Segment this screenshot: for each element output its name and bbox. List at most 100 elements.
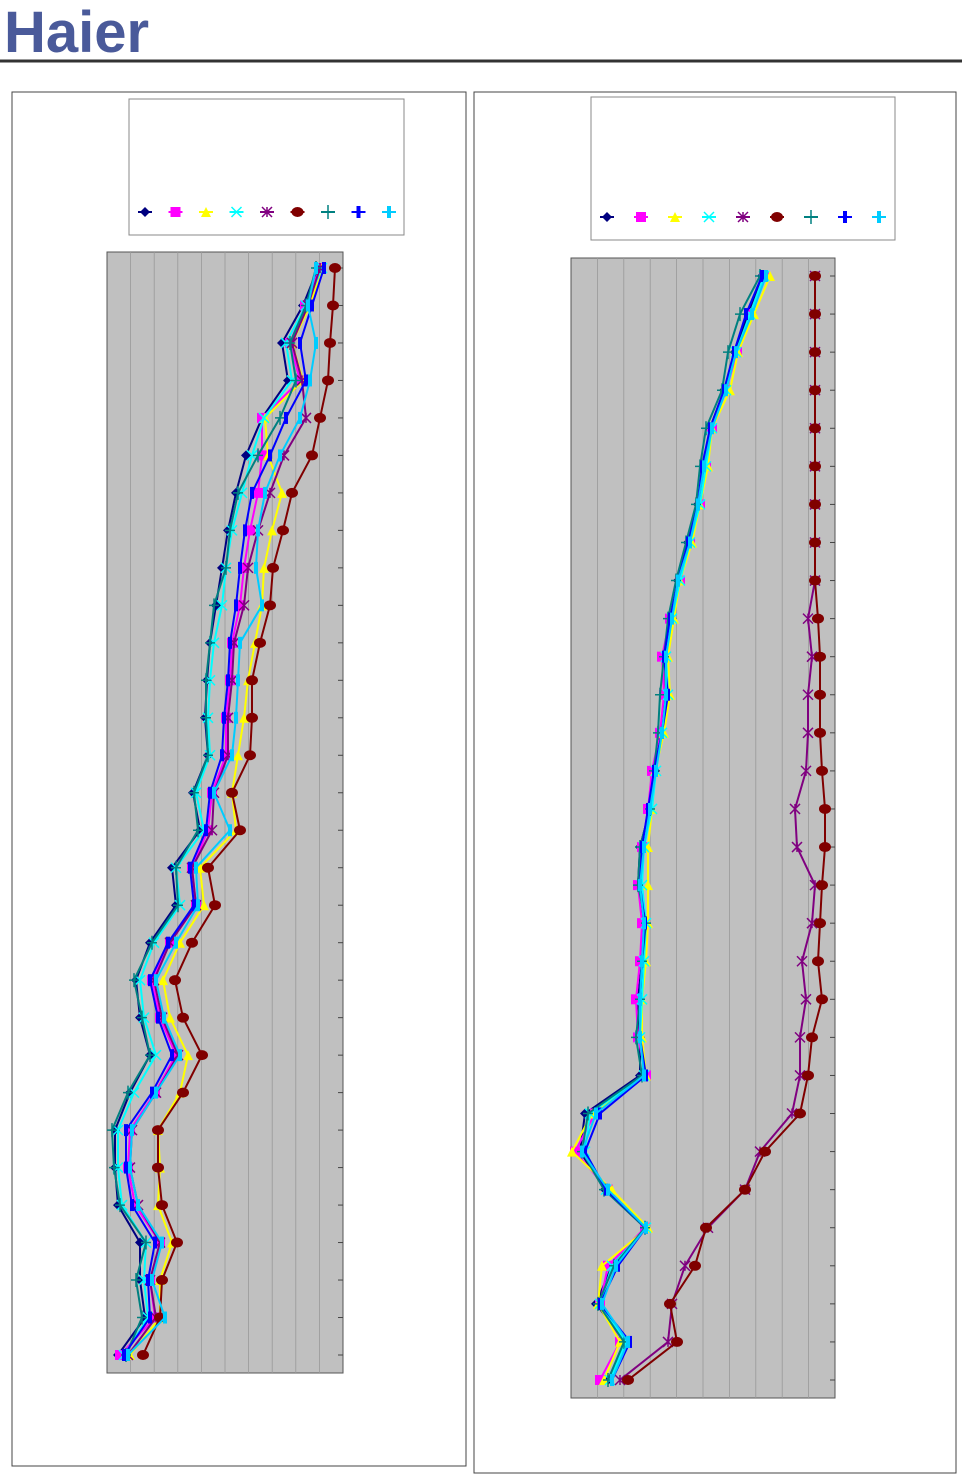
marker <box>819 842 831 853</box>
marker <box>235 600 245 611</box>
marker <box>760 270 764 282</box>
marker <box>209 900 221 911</box>
marker <box>236 674 240 687</box>
marker <box>160 1236 164 1249</box>
marker <box>137 1010 147 1025</box>
marker <box>702 460 706 473</box>
marker <box>193 823 203 838</box>
marker <box>188 861 192 874</box>
marker <box>277 525 289 536</box>
marker <box>124 1124 128 1137</box>
marker <box>140 207 150 217</box>
marker <box>194 861 198 874</box>
marker <box>170 1049 174 1062</box>
marker <box>595 1375 605 1385</box>
marker <box>201 207 211 217</box>
marker <box>310 299 314 312</box>
marker <box>171 1237 183 1248</box>
marker <box>246 712 258 723</box>
marker <box>308 374 312 387</box>
marker <box>794 1108 806 1119</box>
panel <box>473 91 957 1474</box>
marker <box>267 562 279 573</box>
marker <box>253 487 263 498</box>
marker <box>314 412 326 423</box>
marker <box>233 485 243 500</box>
marker <box>304 374 308 387</box>
marker <box>806 651 818 663</box>
marker <box>123 1085 133 1100</box>
marker <box>800 993 812 1005</box>
marker <box>306 299 310 312</box>
marker <box>147 935 157 950</box>
marker <box>594 1107 598 1120</box>
marker <box>238 636 242 649</box>
marker <box>670 212 680 222</box>
marker <box>814 689 826 700</box>
marker <box>603 1260 613 1271</box>
marker <box>228 824 232 837</box>
marker <box>196 1050 208 1061</box>
marker <box>183 1050 193 1061</box>
marker <box>809 499 821 510</box>
marker <box>771 212 783 222</box>
marker <box>642 917 646 930</box>
marker <box>148 974 152 987</box>
marker <box>245 525 255 536</box>
marker <box>598 1107 602 1120</box>
marker <box>843 211 847 223</box>
marker <box>177 1087 189 1098</box>
marker <box>221 560 231 575</box>
marker <box>268 449 272 462</box>
marker <box>286 487 298 498</box>
marker <box>655 687 665 702</box>
marker <box>234 825 246 836</box>
marker <box>206 824 218 836</box>
marker <box>178 1049 182 1062</box>
marker <box>254 561 258 574</box>
panel <box>11 91 467 1467</box>
marker <box>654 764 658 777</box>
marker <box>764 270 768 282</box>
marker <box>670 612 674 625</box>
marker <box>225 523 235 538</box>
marker <box>816 880 828 891</box>
marker <box>638 993 642 1006</box>
marker <box>115 1198 125 1213</box>
marker <box>809 461 821 472</box>
marker <box>819 803 831 814</box>
marker <box>154 1086 158 1099</box>
marker <box>580 1145 584 1158</box>
marker <box>737 211 749 223</box>
marker <box>173 898 183 913</box>
marker <box>230 206 243 218</box>
marker <box>664 688 668 701</box>
marker <box>794 1031 806 1043</box>
marker <box>610 1374 614 1386</box>
marker <box>570 1146 580 1157</box>
marker <box>208 786 212 799</box>
marker <box>221 750 231 761</box>
marker <box>812 956 824 967</box>
marker <box>130 1199 134 1212</box>
marker <box>186 937 198 948</box>
marker <box>234 599 238 612</box>
marker <box>239 712 249 723</box>
marker <box>153 1236 157 1249</box>
marker <box>789 803 801 815</box>
marker <box>739 1184 751 1195</box>
marker <box>244 750 256 761</box>
marker <box>735 307 745 322</box>
marker <box>156 1011 160 1024</box>
marker <box>171 860 181 875</box>
series-line <box>142 267 336 1356</box>
marker <box>298 336 302 349</box>
marker <box>791 841 803 853</box>
marker <box>664 650 668 663</box>
marker <box>226 787 238 798</box>
series-line <box>583 275 763 1381</box>
marker <box>696 498 700 511</box>
marker <box>744 308 748 321</box>
marker <box>644 1221 648 1234</box>
